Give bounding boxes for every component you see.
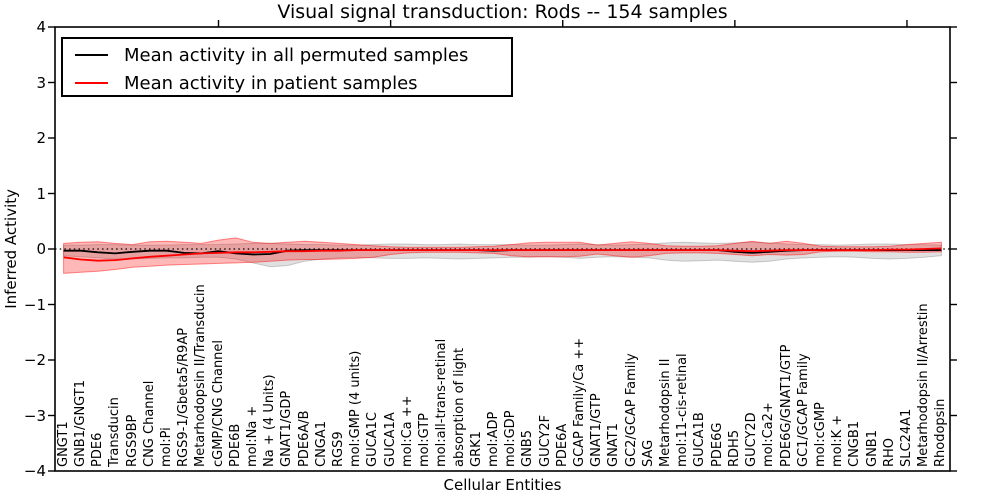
x-tick-label: PDE6B	[227, 423, 243, 467]
y-tick-label: −2	[23, 351, 46, 369]
x-tick-label: mol:Ca2+	[761, 402, 777, 467]
x-tick-label: GNB1	[864, 430, 880, 467]
patient-mean-line	[63, 247, 942, 262]
x-tick-label: GC2/GCAP Family	[623, 353, 639, 467]
x-tick-label: mol:Na +	[244, 405, 260, 467]
legend-line-patient-icon	[75, 82, 108, 84]
x-tick-label: mol:all-trans-retinal	[434, 338, 450, 467]
x-tick-label: PDE6G/GNAT1/GTP	[778, 344, 794, 467]
x-tick-label: PDE6A	[554, 423, 570, 467]
x-tick-label: RGS9	[331, 431, 346, 467]
x-tick-label: GNAT1	[606, 423, 622, 467]
x-tick-label: GUCY2D	[744, 412, 760, 467]
x-tick-label: mol:GMP (4 units)	[348, 350, 364, 467]
y-tick-label: 4	[36, 18, 46, 36]
y-tick-label: 3	[36, 73, 46, 92]
x-tick-label: PDE6G	[709, 422, 725, 467]
x-tick-label: Rhodopsin	[933, 398, 949, 467]
x-tick-label: cGMP/CNG Channel	[210, 339, 226, 467]
x-tick-label: mol:ADP	[485, 411, 501, 467]
x-tick-label: mol:11-cis-retinal	[675, 353, 691, 467]
x-tick-label: GNAT1/GDP	[279, 390, 295, 467]
x-tick-label: mol:Pi	[158, 427, 174, 467]
legend: Mean activity in all permuted samples Me…	[61, 37, 513, 97]
x-tick-label: GUCA1B	[692, 412, 708, 467]
x-tick-label: mol:cGMP	[812, 402, 828, 467]
y-tick-label: −1	[23, 295, 46, 314]
x-tick-label: GUCA1A	[382, 412, 398, 467]
y-tick-label: −4	[23, 462, 46, 480]
x-tick-label: RGS9-1/Gbeta5/R9AP	[176, 327, 192, 467]
x-tick-label: Metarhodopsin II/Transducin	[193, 284, 209, 467]
x-tick-label: RHO	[881, 437, 897, 467]
legend-line-permuted-icon	[75, 54, 108, 56]
x-tick-label: mol:GTP	[417, 413, 432, 467]
x-tick-label: absorption of light	[451, 347, 467, 467]
x-tick-label: SLC24A1	[899, 408, 914, 467]
x-tick-label: mol:GDP	[503, 410, 519, 467]
legend-item-label: Mean activity in patient samples	[124, 72, 418, 94]
legend-item: Mean activity in patient samples	[63, 69, 511, 97]
x-tick-label: Transducin	[107, 397, 123, 467]
y-tick-label: 2	[36, 129, 46, 147]
permuted-band	[63, 241, 942, 268]
x-axis-label: Cellular Entities	[443, 476, 562, 494]
x-tick-label: GC1/GCAP Family	[795, 353, 811, 467]
x-tick-label: GNAT1/GTP	[589, 393, 605, 467]
x-tick-label: Metarhodopsin II/Arrestin	[916, 303, 932, 467]
x-tick-label: CNGA1	[313, 420, 329, 467]
x-tick-label: GNB1/GNGT1	[72, 380, 88, 467]
x-tick-label: Na + (4 Units)	[262, 374, 278, 467]
patient-band	[63, 237, 942, 274]
x-tick-label: Metarhodopsin II	[658, 358, 673, 467]
x-tick-label: GCAP Family/Ca ++	[572, 337, 587, 467]
legend-item: Mean activity in all permuted samples	[63, 41, 511, 69]
x-tick-label: GNB5	[520, 430, 536, 467]
x-tick-label: CNGB1	[847, 420, 863, 467]
x-tick-label: SAG	[640, 439, 656, 467]
y-tick-label: −3	[23, 406, 46, 425]
x-tick-label: GUCY2F	[537, 414, 553, 467]
legend-item-label: Mean activity in all permuted samples	[124, 44, 469, 66]
x-tick-label: mol:K +	[830, 414, 846, 467]
x-tick-label: mol:Ca ++	[399, 395, 415, 467]
x-tick-label: PDE6	[90, 432, 105, 467]
x-tick-label: RDH5	[726, 429, 742, 467]
x-tick-label: CNG Channel	[141, 380, 157, 467]
y-tick-label: 0	[36, 240, 46, 258]
x-tick-label: GRK1	[468, 431, 484, 467]
chart-title: Visual signal transduction: Rods -- 154 …	[277, 1, 728, 23]
x-tick-label: PDE6A/B	[296, 410, 312, 467]
x-tick-label: GUCA1C	[365, 412, 381, 467]
y-tick-label: 1	[36, 184, 46, 203]
x-tick-label: RGS9BP	[124, 414, 140, 467]
x-tick-label: GNGT1	[55, 421, 71, 467]
